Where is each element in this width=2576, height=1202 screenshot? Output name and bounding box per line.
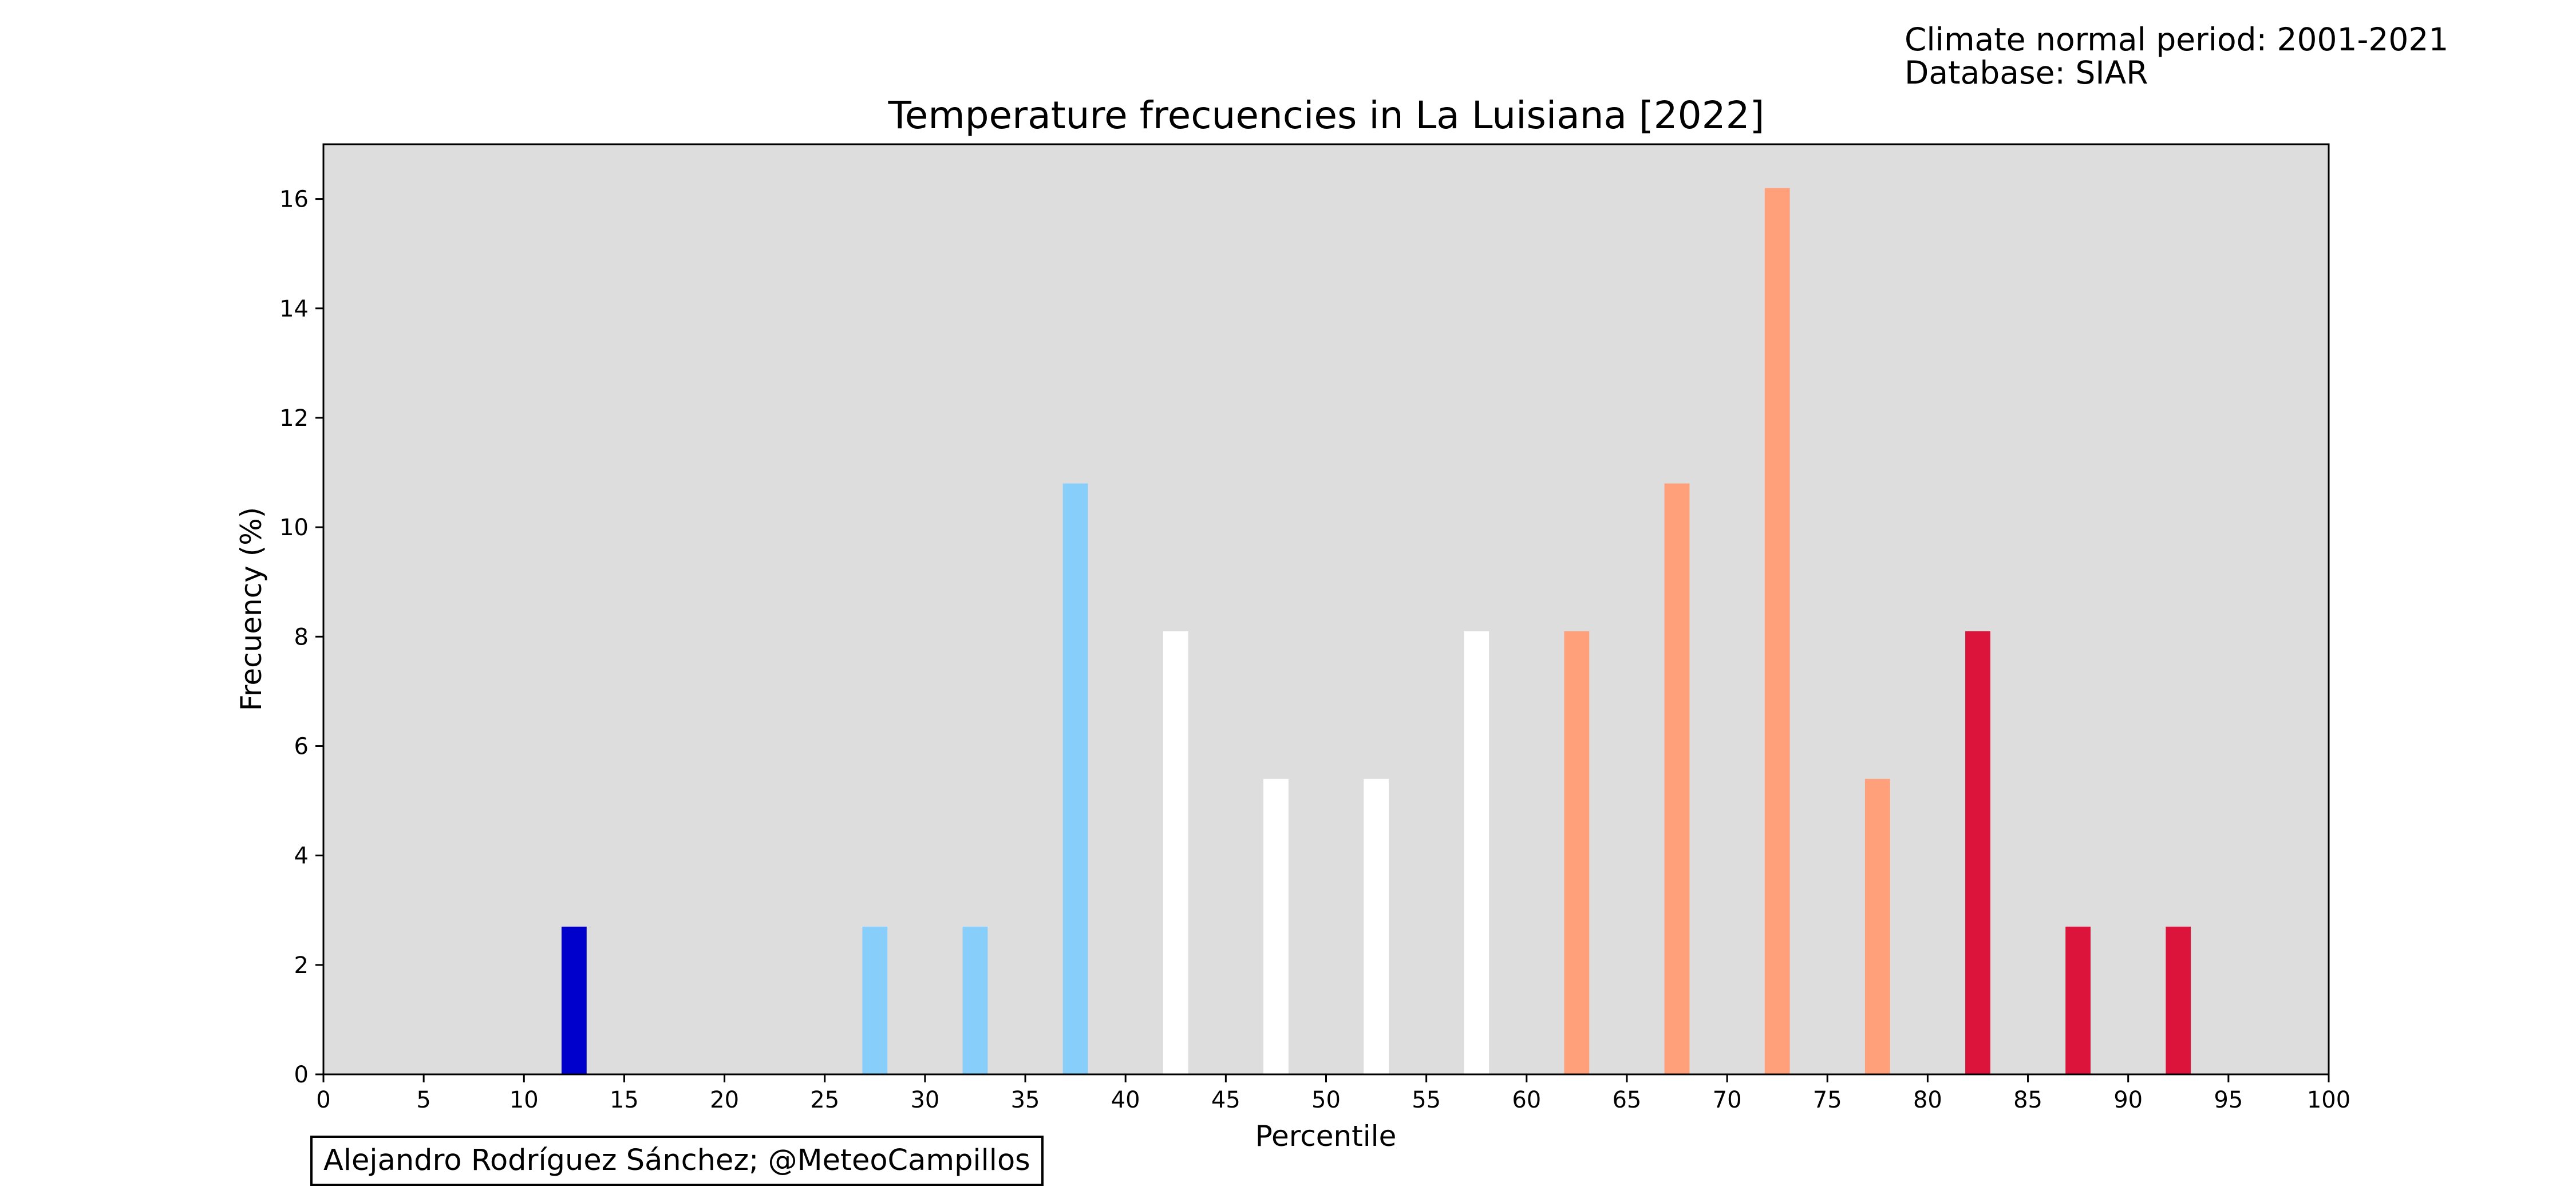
x-tick-label: 50 [1311,1087,1341,1113]
bar-p52.5 [1364,778,1389,1074]
x-tick-label: 95 [2214,1087,2243,1113]
y-tick-label: 6 [294,733,309,760]
bar-p92.5 [2166,926,2191,1074]
x-tick-label: 15 [610,1087,639,1113]
x-tick-label: 60 [1512,1087,1541,1113]
y-tick-label: 2 [294,952,309,979]
bar-p27.5 [862,926,888,1074]
bar-p72.5 [1764,188,1790,1074]
x-tick-label: 55 [1412,1087,1441,1113]
x-tick-label: 70 [1713,1087,1742,1113]
x-tick-label: 65 [1612,1087,1641,1113]
bar-p12.5 [561,926,587,1074]
x-tick-label: 45 [1211,1087,1240,1113]
x-tick-label: 0 [316,1087,330,1113]
x-tick-label: 85 [2013,1087,2042,1113]
bar-p62.5 [1564,631,1590,1074]
bar-p32.5 [962,926,988,1074]
x-tick-label: 25 [810,1087,839,1113]
y-tick-label: 12 [279,405,309,432]
y-tick-label: 14 [279,296,309,322]
x-axis-ticks: 0 5 10 15 20 25 30 35 40 45 50 55 60 65 70 75 80 85 90 95 10… [316,1074,2350,1113]
climate-normal-info: Climate normal period: 2001-2021 Database… [1905,23,2448,89]
bar-p42.5 [1163,631,1188,1074]
bar-p87.5 [2065,926,2091,1074]
plot-background [323,144,2329,1074]
x-tick-label: 30 [910,1087,939,1113]
y-tick-label: 0 [294,1062,309,1088]
x-tick-label: 5 [416,1087,430,1113]
x-tick-label: 20 [710,1087,739,1113]
author-credit: Alejandro Rodríguez Sánchez; @MeteoCampi… [310,1136,1044,1186]
y-tick-label: 10 [279,515,309,541]
y-axis-ticks: 0 2 4 6 8 10 12 14 16 [279,187,323,1088]
bar-series [561,188,2191,1075]
x-tick-label: 90 [2113,1087,2143,1113]
database-text: Database: SIAR [1905,54,2148,91]
bar-p47.5 [1263,778,1289,1074]
x-tick-label: 100 [2307,1087,2350,1113]
y-tick-label: 4 [294,843,309,869]
bar-p67.5 [1664,483,1690,1075]
bar-p57.5 [1464,631,1490,1074]
y-tick-label: 16 [279,187,309,213]
x-tick-label: 40 [1111,1087,1140,1113]
x-tick-label: 75 [1813,1087,1842,1113]
bar-p82.5 [1965,631,1990,1074]
bar-p77.5 [1864,778,1890,1074]
x-tick-label: 35 [1011,1087,1040,1113]
y-axis-label: Frecuency (%) [235,507,268,711]
x-tick-label: 10 [509,1087,539,1113]
normal-period-text: Climate normal period: 2001-2021 [1905,21,2449,58]
x-axis-label: Percentile [1255,1120,1397,1153]
y-tick-label: 8 [294,624,309,650]
x-tick-label: 80 [1913,1087,1942,1113]
bar-p37.5 [1062,483,1088,1075]
chart-title: Temperature frecuencies in La Luisiana [… [888,93,1765,137]
